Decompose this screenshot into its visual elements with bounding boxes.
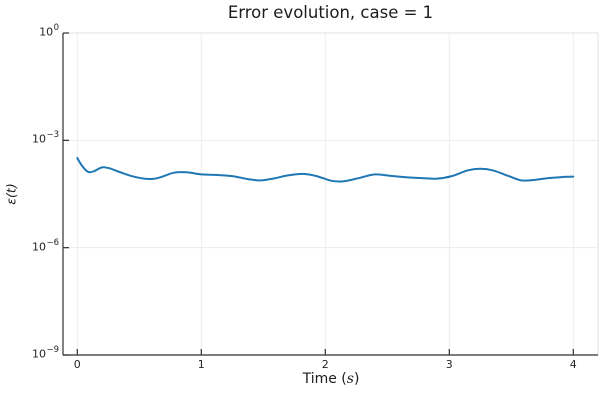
y-tick-label: 100 [39, 23, 59, 39]
y-tick-label: 10−9 [31, 345, 59, 361]
y-tick-base: 10 [31, 240, 46, 254]
x-tick-label: 2 [321, 358, 329, 371]
chart-title: Error evolution, case = 1 [227, 3, 434, 22]
y-tick-base: 10 [39, 25, 54, 39]
y-tick-exponent: −3 [46, 130, 59, 141]
x-tick-label: 3 [445, 358, 453, 371]
y-tick-exponent: −9 [46, 345, 59, 356]
x-tick-label: 4 [569, 358, 577, 371]
x-axis-label-suffix: ) [353, 371, 360, 387]
y-tick-base: 10 [31, 347, 46, 361]
y-tick-label: 10−6 [31, 237, 59, 254]
x-axis-label: Time (s) [63, 371, 599, 387]
y-axis-label: ε(t) [3, 183, 19, 205]
x-axis-label-variable: s [346, 371, 354, 387]
error-series-line [76, 157, 575, 183]
x-axis-label-prefix: Time ( [302, 371, 347, 387]
x-tick-label: 1 [197, 358, 205, 371]
y-tick-base: 10 [31, 132, 46, 146]
y-tick-label: 10−3 [31, 130, 59, 146]
y-tick-exponent: −6 [46, 237, 59, 248]
y-tick-exponent: 0 [53, 23, 59, 33]
x-tick-label: 0 [73, 358, 81, 371]
